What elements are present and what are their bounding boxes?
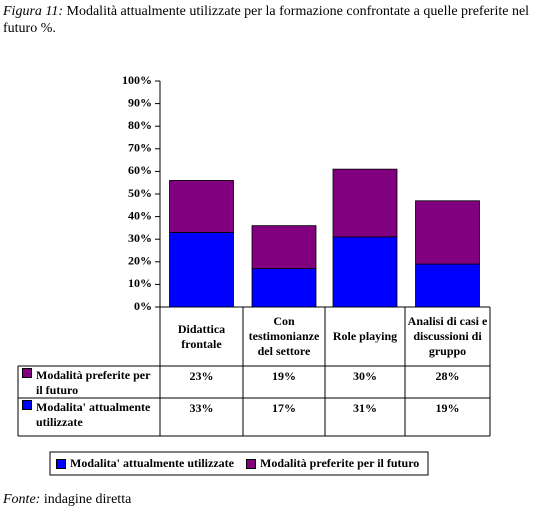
value-label: 33% bbox=[189, 400, 214, 415]
row-label-text: Modalita' attualmente utilizzate bbox=[36, 400, 151, 429]
y-tick-label: 40% bbox=[128, 208, 152, 222]
bar-segment bbox=[251, 268, 317, 308]
table-row-label: Modalità preferite per il futuro bbox=[22, 366, 156, 400]
category-label: Didattica frontale bbox=[162, 308, 241, 365]
bar-segment bbox=[332, 168, 398, 238]
table-value: 31% bbox=[325, 398, 405, 418]
table-value: 33% bbox=[160, 398, 243, 418]
bar-segment bbox=[169, 180, 234, 233]
category-label: Con testimonianze del settore bbox=[245, 308, 323, 365]
caption-label: Figura 11: bbox=[3, 4, 64, 19]
category-label: Analisi di casi e discussioni di gruppo bbox=[407, 308, 488, 365]
source: Fonte: indagine diretta bbox=[3, 492, 131, 508]
y-tick-label: 10% bbox=[128, 276, 152, 290]
legend-label: Modalità preferite per il futuro bbox=[260, 456, 420, 470]
y-tick-label: 50% bbox=[128, 186, 152, 200]
table-value: 19% bbox=[405, 398, 490, 418]
legend-item: Modalità preferite per il futuro bbox=[246, 453, 426, 474]
y-tick-label: 20% bbox=[128, 254, 152, 268]
bar-segment bbox=[332, 236, 398, 308]
legend-key bbox=[22, 368, 32, 378]
caption: Figura 11: Modalità attualmente utilizza… bbox=[3, 3, 543, 37]
value-label: 28% bbox=[435, 368, 460, 383]
value-label: 30% bbox=[353, 368, 377, 383]
y-tick-label: 80% bbox=[128, 118, 152, 132]
table-row-label: Modalita' attualmente utilizzate bbox=[22, 398, 156, 438]
category-text: Con testimonianze del settore bbox=[248, 314, 320, 358]
legend-key bbox=[56, 458, 66, 469]
value-label: 23% bbox=[189, 368, 214, 383]
table-value: 30% bbox=[325, 366, 405, 386]
category-text: Role playing bbox=[332, 329, 398, 343]
value-label: 17% bbox=[272, 400, 296, 415]
table-value: 17% bbox=[243, 398, 325, 418]
source-label: Fonte: bbox=[3, 492, 41, 507]
y-tick-label: 0% bbox=[134, 299, 152, 313]
y-tick-label: 70% bbox=[128, 141, 152, 155]
y-tick-label: 30% bbox=[128, 231, 152, 245]
bar-segment bbox=[169, 232, 234, 308]
category-label: Role playing bbox=[327, 308, 403, 365]
value-label: 19% bbox=[435, 400, 460, 415]
category-text: Didattica frontale bbox=[177, 321, 226, 351]
table-value: 28% bbox=[405, 366, 490, 386]
value-label: 19% bbox=[272, 368, 296, 383]
source-text: indagine diretta bbox=[43, 492, 132, 507]
legend-label: Modalita' attualmente utilizzate bbox=[70, 456, 234, 470]
legend-key bbox=[22, 400, 32, 410]
bar-segment bbox=[415, 200, 480, 265]
table-value: 19% bbox=[243, 366, 325, 386]
value-label: 31% bbox=[353, 400, 377, 415]
legend-item: Modalita' attualmente utilizzate bbox=[56, 453, 236, 474]
table-value: 23% bbox=[160, 366, 243, 386]
row-label-text: Modalità preferite per il futuro bbox=[36, 368, 151, 397]
caption-title: Modalità attualmente utilizzate per la f… bbox=[3, 4, 530, 36]
category-text: Analisi di casi e discussioni di gruppo bbox=[407, 314, 488, 358]
bar-segment bbox=[251, 225, 317, 269]
y-tick-label: 60% bbox=[128, 163, 152, 177]
bar-segment bbox=[415, 263, 480, 308]
legend-box bbox=[49, 451, 429, 476]
legend-key bbox=[246, 458, 256, 469]
y-tick-label: 100% bbox=[122, 73, 152, 87]
y-tick-label: 90% bbox=[128, 95, 152, 109]
